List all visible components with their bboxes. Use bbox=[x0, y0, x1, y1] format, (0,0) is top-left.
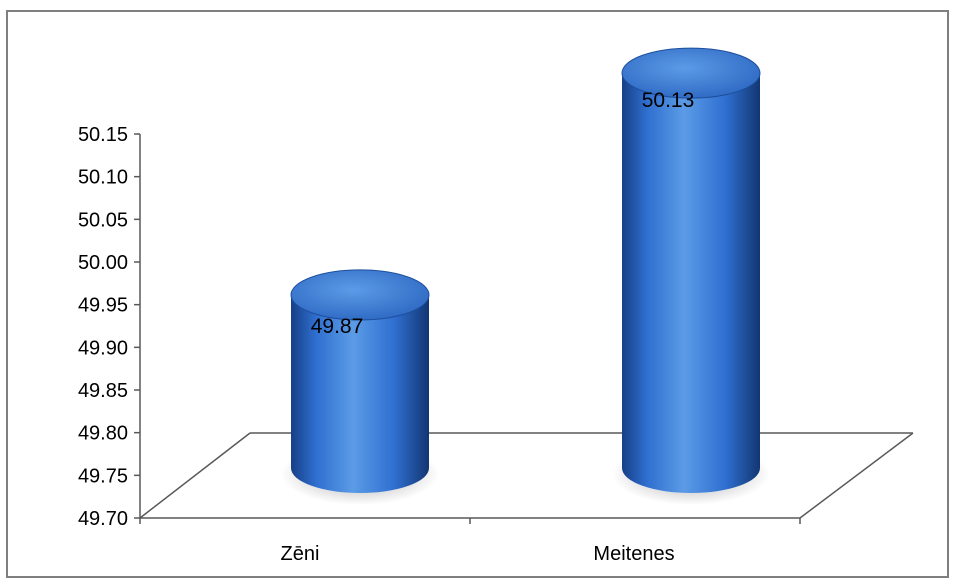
y-tick-label: 49.75 bbox=[78, 465, 128, 487]
y-axis: 50.15 50.10 50.05 50.00 49.95 49.90 49.85 49.80… bbox=[78, 124, 141, 530]
y-tick-label: 49.90 bbox=[78, 337, 128, 359]
bar-meitenes bbox=[612, 47, 770, 505]
category-labels: Zēni Meitenes bbox=[281, 543, 675, 565]
category-label-meitenes: Meitenes bbox=[593, 543, 674, 565]
data-label-meitenes: 50.13 bbox=[642, 89, 695, 112]
chart-frame bbox=[6, 10, 949, 578]
y-tick-label: 50.00 bbox=[78, 252, 128, 274]
bar-cylinder-top bbox=[290, 269, 430, 321]
bars bbox=[281, 47, 770, 505]
floor-left-edge bbox=[139, 432, 251, 519]
bar-zeni bbox=[281, 269, 439, 505]
bar-cylinder-top bbox=[621, 47, 761, 99]
y-tick-label: 49.70 bbox=[78, 508, 128, 530]
y-tick-label: 49.80 bbox=[78, 423, 128, 445]
y-tick-label: 49.95 bbox=[78, 295, 128, 317]
y-tick-label: 49.85 bbox=[78, 380, 128, 402]
bar-cylinder-body bbox=[622, 73, 760, 494]
y-ticks: 50.15 50.10 50.05 50.00 49.95 49.90 49.85 49.80… bbox=[78, 124, 140, 530]
y-tick-label: 50.05 bbox=[78, 209, 128, 231]
data-label-zeni: 49.87 bbox=[311, 315, 364, 338]
y-tick-label: 50.15 bbox=[78, 124, 128, 146]
floor-right-edge bbox=[799, 432, 914, 519]
y-tick-label: 50.10 bbox=[78, 167, 128, 189]
data-labels: 49.87 50.13 bbox=[311, 89, 695, 338]
bar-cylinder-body bbox=[291, 294, 429, 493]
category-label-zeni: Zēni bbox=[281, 543, 320, 565]
floor-plane bbox=[139, 432, 914, 524]
